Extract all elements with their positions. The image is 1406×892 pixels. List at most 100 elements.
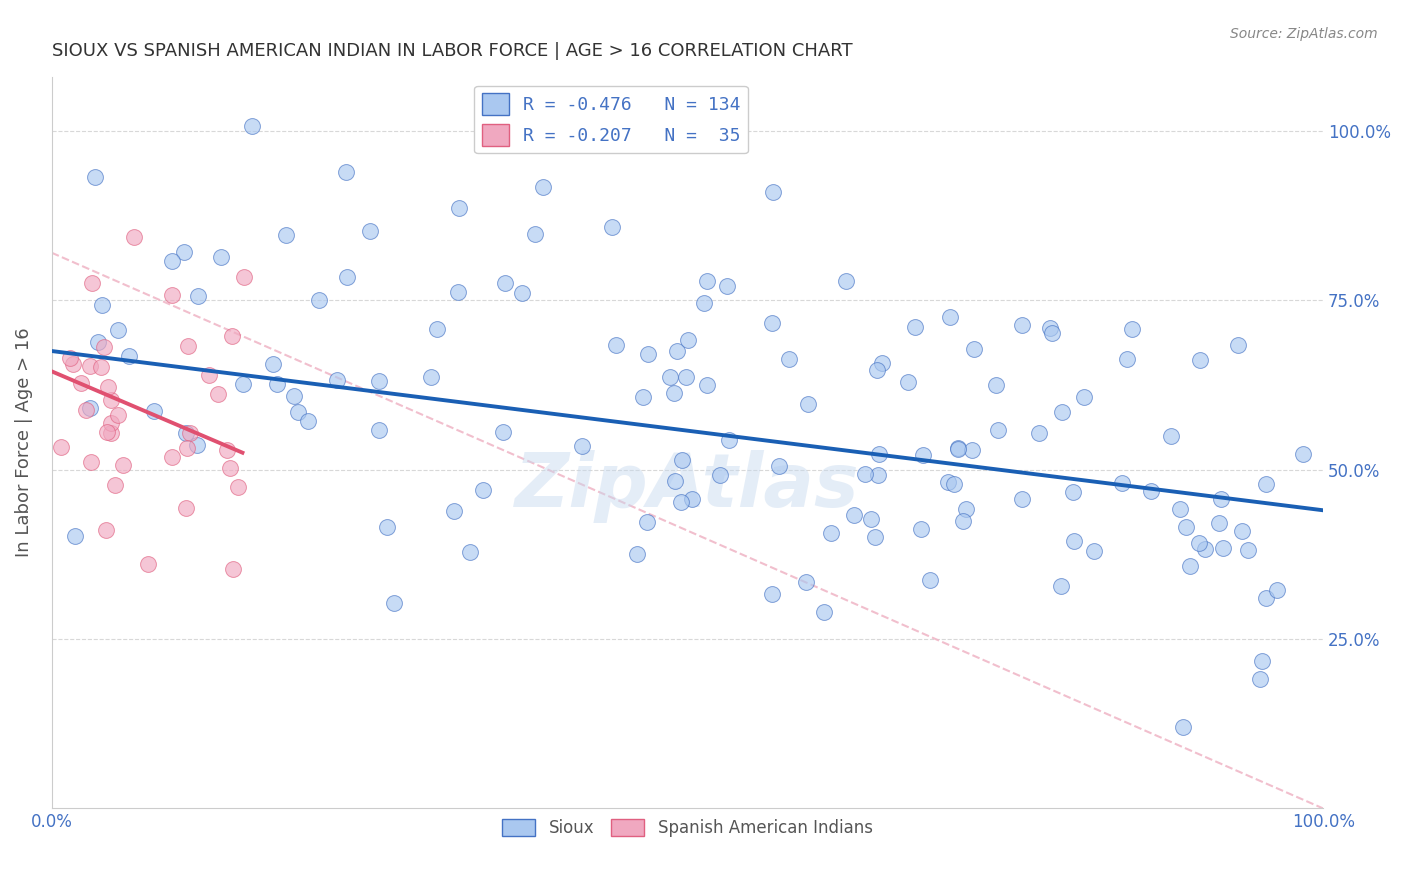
Point	[658, 370, 681, 384]
Point	[987, 423, 1010, 437]
Point	[177, 339, 200, 353]
Point	[1226, 337, 1249, 351]
Point	[693, 296, 716, 310]
Point	[716, 279, 738, 293]
Point	[633, 390, 655, 404]
Point	[276, 227, 298, 242]
Point	[1251, 654, 1274, 668]
Point	[761, 316, 783, 330]
Point	[1209, 492, 1232, 507]
Point	[866, 363, 889, 377]
Point	[939, 310, 962, 325]
Point	[962, 342, 984, 356]
Point	[1208, 516, 1230, 530]
Point	[107, 408, 129, 422]
Point	[443, 503, 465, 517]
Point	[868, 446, 890, 460]
Point	[491, 425, 513, 440]
Point	[336, 270, 359, 285]
Point	[1188, 353, 1211, 368]
Point	[523, 227, 546, 241]
Point	[943, 476, 966, 491]
Point	[174, 425, 197, 440]
Point	[1040, 326, 1063, 340]
Point	[675, 369, 697, 384]
Point	[176, 441, 198, 455]
Point	[100, 425, 122, 440]
Point	[834, 274, 856, 288]
Point	[1063, 534, 1085, 549]
Point	[1121, 322, 1143, 336]
Point	[382, 596, 405, 610]
Point	[1050, 405, 1073, 419]
Point	[664, 385, 686, 400]
Point	[762, 185, 785, 199]
Point	[948, 441, 970, 455]
Point	[375, 519, 398, 533]
Point	[1049, 578, 1071, 592]
Point	[187, 289, 209, 303]
Point	[232, 377, 254, 392]
Point	[1140, 483, 1163, 498]
Point	[75, 403, 97, 417]
Point	[681, 491, 703, 506]
Point	[84, 170, 107, 185]
Point	[198, 368, 221, 382]
Point	[796, 574, 818, 589]
Point	[70, 376, 93, 390]
Point	[938, 475, 960, 490]
Point	[717, 433, 740, 447]
Point	[696, 378, 718, 392]
Point	[1292, 447, 1315, 461]
Point	[447, 201, 470, 215]
Point	[228, 480, 250, 494]
Point	[1160, 429, 1182, 443]
Point	[93, 340, 115, 354]
Point	[796, 397, 818, 411]
Point	[636, 515, 658, 529]
Point	[1188, 535, 1211, 549]
Point	[637, 347, 659, 361]
Point	[308, 293, 330, 307]
Point	[984, 377, 1007, 392]
Text: SIOUX VS SPANISH AMERICAN INDIAN IN LABOR FORCE | AGE > 16 CORRELATION CHART: SIOUX VS SPANISH AMERICAN INDIAN IN LABO…	[52, 42, 852, 60]
Point	[531, 179, 554, 194]
Point	[209, 250, 232, 264]
Point	[112, 458, 135, 473]
Point	[219, 461, 242, 475]
Point	[87, 334, 110, 349]
Point	[918, 574, 941, 588]
Point	[1175, 520, 1198, 534]
Point	[368, 423, 391, 437]
Point	[600, 219, 623, 234]
Point	[946, 442, 969, 457]
Point	[233, 270, 256, 285]
Point	[368, 375, 391, 389]
Point	[494, 276, 516, 290]
Point	[868, 467, 890, 482]
Point	[872, 356, 894, 370]
Point	[571, 439, 593, 453]
Point	[335, 165, 357, 179]
Point	[118, 349, 141, 363]
Point	[1180, 559, 1202, 574]
Point	[186, 438, 208, 452]
Point	[664, 474, 686, 488]
Point	[1083, 544, 1105, 558]
Point	[359, 225, 381, 239]
Point	[1256, 591, 1278, 606]
Point	[1011, 318, 1033, 332]
Point	[820, 526, 842, 541]
Point	[1249, 672, 1271, 686]
Point	[853, 467, 876, 481]
Y-axis label: In Labor Force | Age > 16: In Labor Force | Age > 16	[15, 327, 32, 558]
Point	[96, 524, 118, 538]
Point	[626, 548, 648, 562]
Point	[458, 545, 481, 559]
Point	[79, 359, 101, 373]
Point	[222, 562, 245, 576]
Point	[1265, 582, 1288, 597]
Point	[326, 373, 349, 387]
Point	[472, 483, 495, 498]
Point	[262, 357, 284, 371]
